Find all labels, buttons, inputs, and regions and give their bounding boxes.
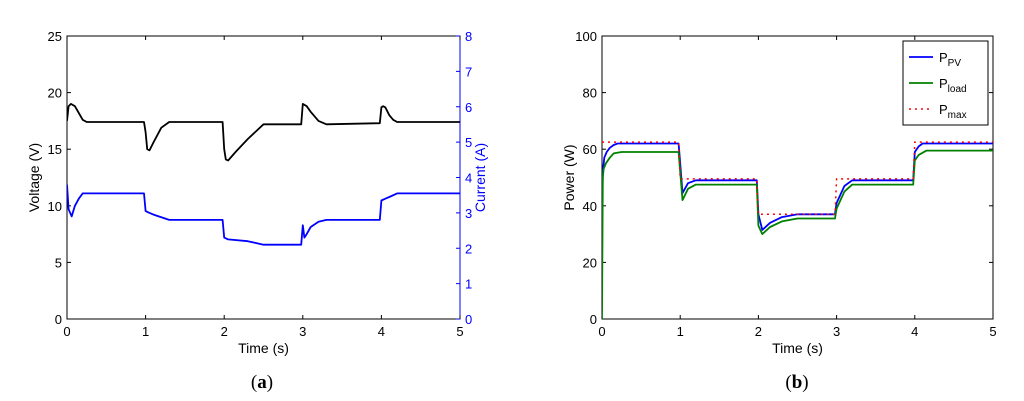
- y-tick-label: 80: [583, 86, 597, 101]
- x-tick-label: 4: [911, 324, 918, 339]
- y-right-tick-label: 5: [465, 135, 472, 150]
- x-tick-label: 0: [598, 324, 605, 339]
- series-line-p-max: [602, 141, 993, 216]
- x-axis-label: Time (s): [238, 340, 289, 356]
- y-right-tick-label: 6: [465, 100, 472, 115]
- x-tick-label: 3: [299, 324, 306, 339]
- legend-entry-load: Pload: [939, 76, 967, 95]
- y-tick-label: 10: [48, 199, 62, 214]
- x-tick-label: 2: [221, 324, 228, 339]
- y-axis-label: Power (W): [561, 144, 577, 210]
- legend: PPV Pload Pmax: [902, 40, 989, 126]
- y-right-tick-label: 7: [465, 64, 472, 79]
- y-tick-label: 25: [48, 29, 62, 44]
- x-tick-label: 3: [833, 324, 840, 339]
- x-tick-label: 0: [63, 324, 70, 339]
- legend-entry-pv: PPV: [939, 50, 961, 69]
- y-right-tick-label: 0: [465, 312, 472, 327]
- x-tick-label: 5: [989, 324, 996, 339]
- y-tick-label: 100: [575, 29, 597, 44]
- y-tick-label: 20: [583, 255, 597, 270]
- y-right-tick-label: 4: [465, 171, 472, 186]
- y-right-axis-label: Current (A): [472, 143, 488, 212]
- x-tick-label: 5: [456, 324, 463, 339]
- y-right-tick-label: 3: [465, 206, 472, 221]
- series-line-1: [67, 184, 460, 246]
- x-axis-label: Time (s): [772, 340, 823, 356]
- x-tick-label: 1: [677, 324, 684, 339]
- legend-entry-max: Pmax: [939, 102, 967, 121]
- y-right-tick-label: 2: [465, 241, 472, 256]
- x-tick-label: 2: [755, 324, 762, 339]
- y-tick-label: 20: [48, 86, 62, 101]
- y-tick-label: 5: [55, 255, 62, 270]
- chart-panel-b: 0 1 2 3 4 5 0 20 40 60 80 100 Time (s) Power (W) PPV Pl…: [561, 29, 997, 393]
- series-line-p-load: [602, 149, 993, 319]
- panel-label: (a): [251, 372, 273, 393]
- y-tick-label: 15: [48, 142, 62, 157]
- y-right-tick-label: 8: [465, 29, 472, 44]
- series-line-0: [67, 103, 460, 162]
- series-line-p-pv: [602, 142, 993, 232]
- x-tick-label: 1: [142, 324, 149, 339]
- x-tick-label: 4: [378, 324, 385, 339]
- plot-frame: [66, 35, 461, 320]
- y-tick-label: 0: [55, 312, 62, 327]
- y-right-tick-label: 1: [465, 277, 472, 292]
- y-axis-label: Voltage (V): [26, 143, 42, 212]
- y-tick-label: 40: [583, 199, 597, 214]
- panel-label: (b): [785, 372, 808, 393]
- y-tick-label: 60: [583, 142, 597, 157]
- y-tick-label: 0: [590, 312, 597, 327]
